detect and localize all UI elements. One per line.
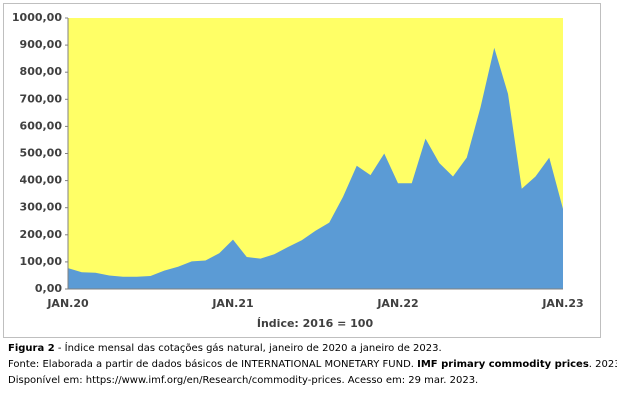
x-tick-label: JAN.22 — [376, 297, 418, 310]
source: . 2023. — [588, 359, 617, 370]
x-tick-label: JAN.20 — [46, 297, 89, 310]
y-tick-label: 600,00 — [20, 119, 63, 132]
caption-title: - Índice mensal das cotações gás natural… — [54, 343, 442, 354]
y-tick-label: 100,00 — [20, 255, 63, 268]
area — [68, 47, 563, 290]
caption-line: Figura 2 - Índice mensal das cotações gá… — [8, 343, 442, 354]
caption-line: Disponível em: https://www.imf.org/en/Re… — [8, 375, 478, 386]
availability: Disponível em: https://www.imf.org/en/Re… — [8, 375, 479, 386]
figure-label: Figura 2 — [8, 343, 55, 354]
y-tick-label: 900,00 — [20, 38, 63, 51]
caption-line: Fonte: Elaborada a partir de dados básic… — [8, 359, 617, 370]
chart: 0,00 100,00 200,00 300,00 400,00 500,00 600,00… — [3, 3, 601, 338]
x-axis-title: Índice: 2016 = 100 — [257, 317, 374, 330]
x-tick-label: JAN.23 — [541, 297, 583, 310]
y-tick-label: 1000,00 — [12, 11, 62, 24]
source: Fonte: Elaborada a partir de dados básic… — [8, 359, 418, 370]
y-tick-label: 800,00 — [20, 65, 63, 78]
y-tick-label: 300,00 — [20, 201, 63, 214]
y-tick-label: 700,00 — [20, 92, 63, 105]
source-title: IMF primary commodity prices — [417, 359, 589, 370]
y-tick-label: 200,00 — [20, 228, 63, 241]
x-tick-label: JAN.21 — [211, 297, 253, 310]
y-tick-label: 500,00 — [20, 147, 63, 160]
y-tick-label: 400,00 — [20, 174, 63, 187]
y-tick-label: 0,00 — [35, 282, 62, 295]
